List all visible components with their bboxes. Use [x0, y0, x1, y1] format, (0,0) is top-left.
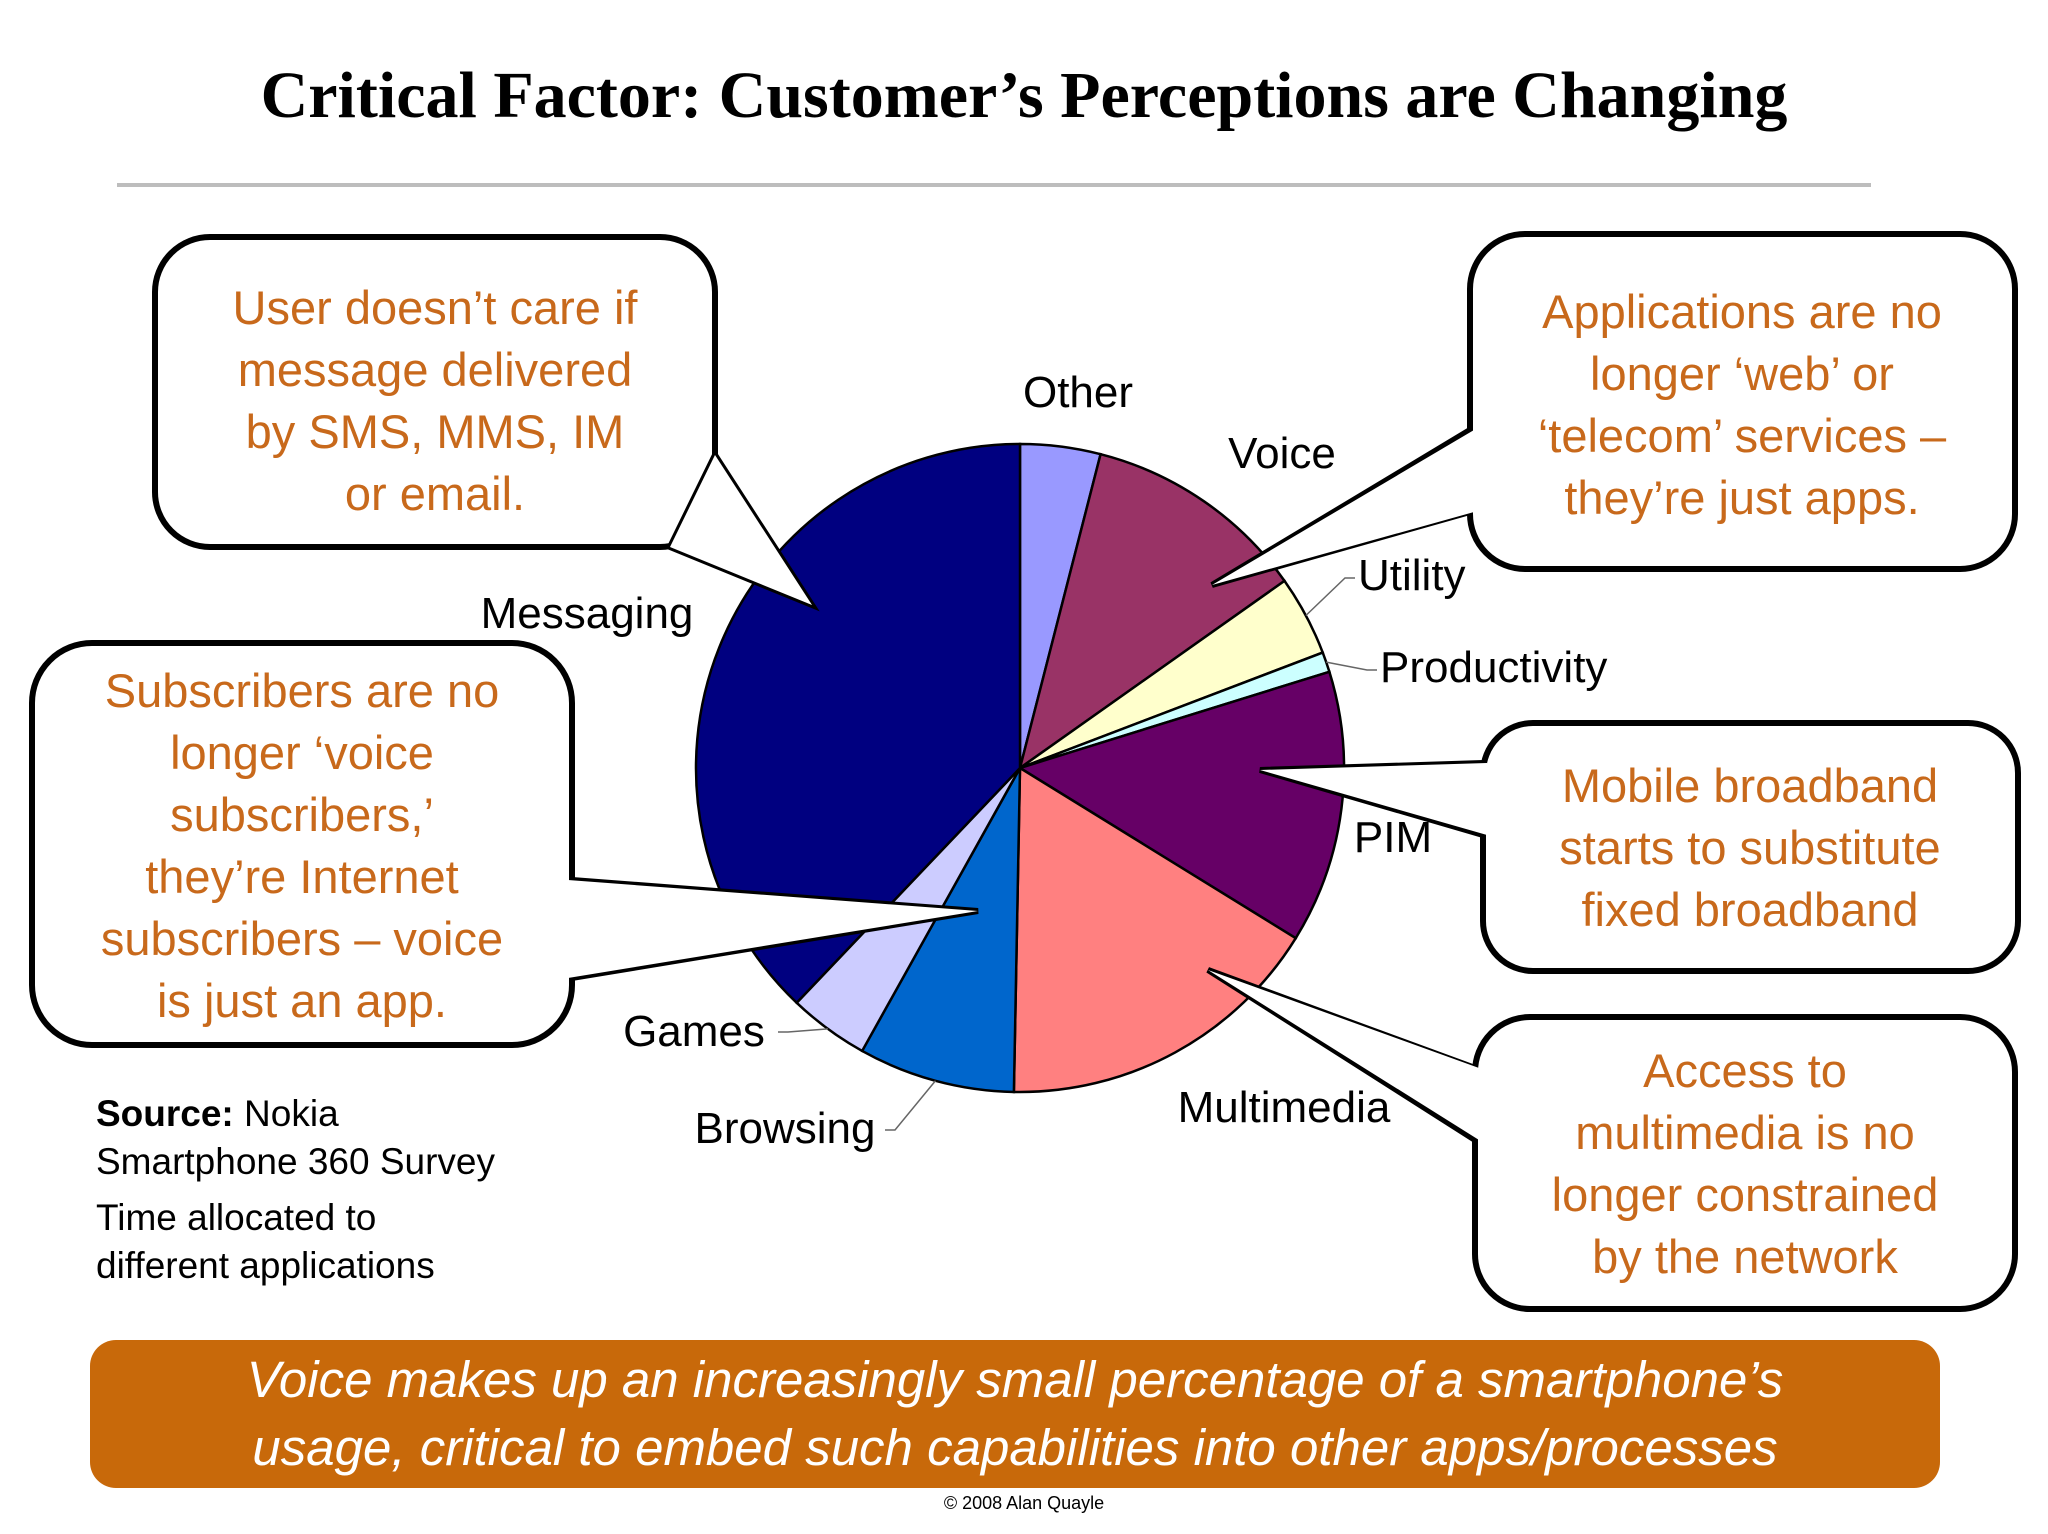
callout-line: they’re Internet — [145, 850, 459, 903]
source-note: Source: Nokia Smartphone 360 Survey Time… — [96, 1090, 495, 1290]
source-desc-2: different applications — [96, 1245, 435, 1286]
callout-line: longer ‘web’ or — [1590, 347, 1894, 400]
callout-seam-3 — [568, 880, 978, 978]
callout-line: longer constrained — [1551, 1168, 1939, 1221]
pie-label-utility: Utility — [1358, 551, 1466, 600]
label-leaders — [778, 577, 1377, 1131]
callout-box-3 — [29, 640, 575, 1048]
callout-line: starts to substitute — [1559, 821, 1941, 874]
leader-line-utility — [1305, 577, 1355, 617]
source-desc-1: Time allocated to — [96, 1197, 377, 1238]
callout-line: Applications are no — [1542, 285, 1942, 338]
leader-line-productivity — [1326, 661, 1377, 671]
leader-line-games — [778, 1028, 828, 1033]
source-label: Source: — [96, 1093, 234, 1134]
pie-slice-pim — [1017, 670, 1346, 940]
title-divider — [117, 183, 1871, 187]
callout-line: Subscribers are no — [104, 664, 500, 717]
callout-shapes — [29, 231, 2021, 1312]
callout-box-1 — [152, 234, 718, 550]
pie-label-browsing: Browsing — [695, 1104, 876, 1153]
callout-line: by SMS, MMS, IM — [245, 405, 625, 458]
callout-line: subscribers,’ — [170, 788, 434, 841]
source-survey: Smartphone 360 Survey — [96, 1141, 496, 1182]
pie-label-voice: Voice — [1228, 429, 1336, 478]
callout-seam-4 — [1260, 763, 1487, 835]
pie-slice-browsing — [860, 767, 1022, 1094]
callout-line: longer ‘voice — [170, 726, 434, 779]
callout-box-5 — [1472, 1014, 2018, 1312]
pie-label-multimedia: Multimedia — [1178, 1083, 1391, 1132]
callout-box-2 — [1467, 231, 2018, 572]
callout-line: by the network — [1592, 1230, 1898, 1283]
callout-line: is just an app. — [156, 974, 447, 1027]
leader-line-browsing — [885, 1080, 937, 1131]
pie-label-messaging: Messaging — [481, 589, 694, 638]
slide-title: Critical Factor: Customer’s Perceptions … — [260, 59, 1788, 132]
callout-line: fixed broadband — [1581, 883, 1919, 936]
banner-line-2: usage, critical to embed such capabiliti… — [252, 1419, 1778, 1476]
pie-slice-multimedia — [1012, 765, 1298, 1094]
callout-line: they’re just apps. — [1564, 471, 1920, 524]
callout-text-5: Access to multimedia is no longer constrai… — [1445, 1040, 2045, 1288]
callout-text-2: Applications are no longer ‘web’ or ‘telec… — [1442, 281, 2042, 529]
pie-label-games: Games — [623, 1007, 765, 1056]
callout-line: Mobile broadband — [1561, 759, 1939, 812]
callout-line: multimedia is no — [1575, 1106, 1915, 1159]
callout-seam-2 — [1212, 430, 1474, 585]
callout-line: or email. — [344, 467, 526, 520]
callout-text-4: Mobile broadband starts to substitute fixe… — [1450, 755, 2048, 941]
source-name: Nokia — [244, 1093, 339, 1134]
callout-line: User doesn’t care if — [232, 281, 638, 334]
copyright: © 2008 Alan Quayle — [943, 1493, 1105, 1513]
callout-text-1: User doesn’t care if message delivered by … — [135, 277, 735, 525]
callout-line: subscribers – voice — [100, 912, 504, 965]
pie-label-productivity: Productivity — [1380, 643, 1607, 692]
callout-seam-1 — [670, 455, 812, 605]
banner-line-1: Voice makes up an increasingly small per… — [246, 1351, 1784, 1408]
callout-line: ‘telecom’ services – — [1537, 409, 1947, 462]
pie-labels: Other Voice Utility Productivity PIM Multimed… — [481, 368, 1608, 1153]
pie-label-other: Other — [1023, 368, 1133, 417]
callout-box-4 — [1480, 720, 2021, 974]
callout-seam-5 — [1208, 970, 1479, 1140]
callout-text-3: Subscribers are no longer ‘voice subscribe… — [2, 660, 602, 1032]
callout-line: Access to — [1643, 1044, 1847, 1097]
pie-label-pim: PIM — [1354, 813, 1432, 862]
summary-banner: Voice makes up an increasingly small per… — [90, 1340, 1940, 1488]
callout-line: message delivered — [237, 343, 633, 396]
